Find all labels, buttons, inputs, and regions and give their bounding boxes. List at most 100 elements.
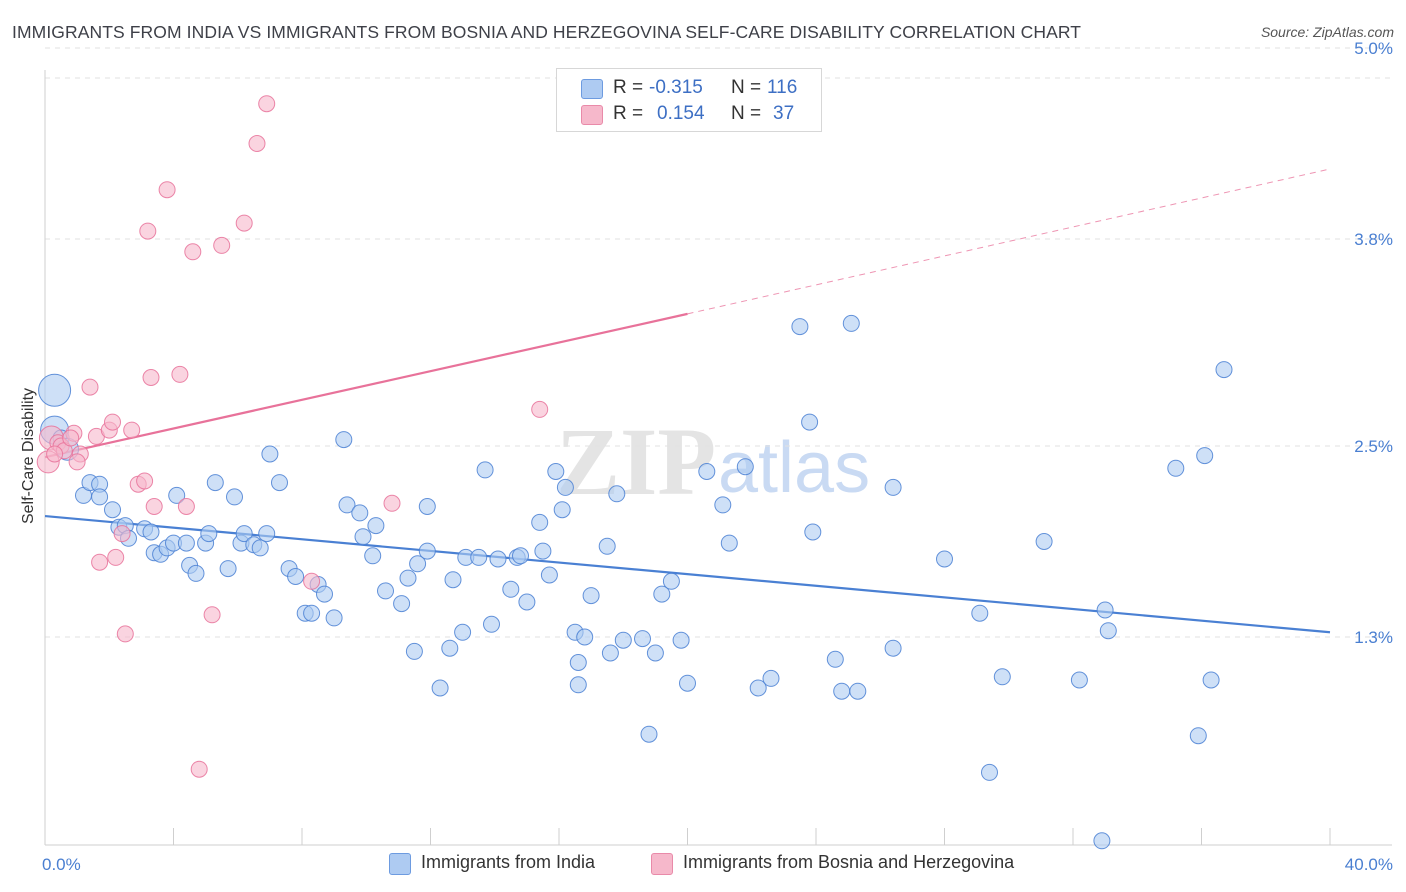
point-india	[614, 631, 632, 649]
point-india	[367, 517, 385, 535]
point-india	[640, 725, 658, 743]
point-india	[476, 461, 494, 479]
legend-n-label: N =	[731, 103, 762, 124]
point-india	[736, 458, 754, 476]
legend-r-value: 0.154	[657, 103, 705, 124]
point-india	[569, 676, 587, 694]
point-india	[646, 644, 664, 662]
point-india	[483, 615, 500, 633]
point-india	[826, 650, 844, 668]
point-india	[801, 413, 819, 431]
point-india	[325, 609, 343, 627]
point-india	[791, 318, 809, 336]
point-india	[842, 314, 860, 332]
trend-line-bosnia-extension	[687, 168, 1331, 315]
point-india	[287, 568, 305, 585]
legend-n-label: N =	[731, 77, 762, 98]
point-bosnia	[258, 95, 276, 113]
point-india	[679, 674, 696, 692]
x-tick-label: 0.0%	[42, 855, 81, 874]
point-india	[377, 582, 394, 600]
point-india	[271, 474, 288, 492]
point-india	[608, 485, 626, 503]
point-india	[714, 496, 732, 514]
data-points	[36, 95, 1233, 850]
point-bosnia	[142, 369, 160, 386]
point-india	[142, 523, 160, 541]
point-bosnia	[213, 236, 231, 254]
tick-labels: 1.3% 2.5% 3.8% 5.0% 0.0% 40.0%	[42, 39, 1393, 874]
point-india	[553, 501, 571, 519]
point-india	[470, 548, 488, 566]
point-india	[556, 478, 574, 496]
legend-r-value: -0.315	[649, 77, 703, 98]
point-bosnia	[81, 378, 99, 396]
legend-swatch-bosnia	[581, 105, 603, 125]
point-bosnia	[235, 214, 253, 232]
point-india	[598, 537, 616, 555]
point-india	[601, 644, 619, 662]
point-india	[749, 679, 767, 697]
point-india	[351, 504, 369, 522]
point-india	[1093, 832, 1111, 850]
point-india	[576, 628, 594, 646]
legend-n-value: 37	[773, 103, 795, 124]
point-india	[393, 595, 411, 613]
point-bosnia	[248, 135, 266, 152]
point-india	[502, 580, 520, 598]
chart-title: IMMIGRANTS FROM INDIA VS IMMIGRANTS FROM…	[12, 22, 1082, 42]
point-india	[971, 604, 989, 622]
point-india	[1096, 601, 1114, 619]
point-india	[1070, 671, 1088, 689]
point-india	[104, 501, 121, 519]
point-india	[235, 525, 253, 543]
point-india	[444, 571, 462, 589]
point-india	[1099, 622, 1117, 640]
point-bosnia	[145, 498, 163, 515]
bottom-legend-swatch-india	[389, 853, 411, 875]
point-india	[981, 763, 998, 781]
point-india	[38, 373, 72, 407]
point-bosnia	[383, 494, 401, 512]
point-india	[698, 463, 716, 480]
point-india	[540, 566, 558, 584]
point-india	[582, 587, 600, 605]
point-bosnia	[123, 421, 141, 439]
point-bosnia	[116, 625, 134, 643]
y-tick-label: 5.0%	[1354, 39, 1393, 58]
point-bosnia	[303, 572, 321, 590]
source-label: Source: ZipAtlas.com	[1260, 24, 1394, 40]
point-bosnia	[91, 553, 109, 571]
point-india	[547, 463, 565, 480]
point-india	[936, 550, 953, 568]
bottom-legend-label-bosnia: Immigrants from Bosnia and Herzegovina	[683, 852, 1015, 872]
point-india	[518, 593, 536, 611]
trend-line-bosnia	[44, 312, 688, 459]
point-india	[512, 547, 529, 565]
point-india	[399, 569, 417, 587]
point-india	[534, 542, 552, 560]
point-india	[489, 550, 507, 568]
point-india	[168, 486, 186, 504]
point-india	[762, 669, 780, 687]
y-tick-label: 1.3%	[1354, 628, 1393, 647]
y-tick-label: 3.8%	[1354, 230, 1393, 249]
point-india	[1202, 671, 1220, 689]
point-bosnia	[190, 760, 208, 778]
point-india	[441, 639, 459, 657]
point-bosnia	[46, 445, 64, 463]
point-bosnia	[177, 498, 195, 515]
point-india	[672, 631, 690, 649]
point-bosnia	[107, 548, 125, 566]
point-india	[258, 525, 276, 543]
point-bosnia	[139, 222, 157, 240]
point-india	[653, 585, 671, 603]
point-india	[200, 525, 218, 543]
point-india	[261, 445, 279, 463]
point-bosnia	[62, 429, 80, 447]
point-india	[849, 682, 867, 700]
point-india	[1035, 533, 1053, 550]
point-india	[1189, 727, 1207, 745]
point-india	[833, 682, 851, 700]
point-india	[418, 498, 436, 515]
